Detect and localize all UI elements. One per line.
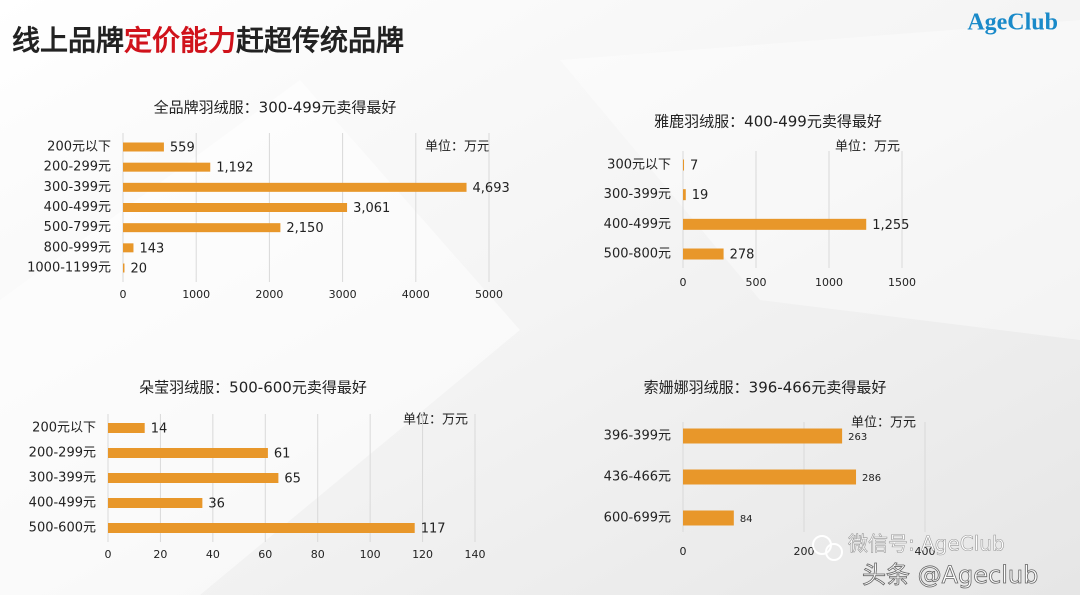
x-tick-label: 0	[105, 548, 112, 561]
logo: AgeClub	[967, 10, 1058, 36]
bar	[683, 510, 734, 526]
toutiao-watermark: 头条 @Ageclub	[862, 561, 1038, 589]
y-tick-label: 500-800元	[604, 247, 671, 262]
bar	[683, 189, 686, 201]
unit-label: 单位：万元	[425, 140, 490, 155]
x-tick-label: 2000	[255, 288, 283, 301]
x-tick-label: 20	[153, 548, 167, 561]
wechat-watermark: 微信号: AgeClub	[848, 532, 1005, 556]
bar	[123, 162, 211, 172]
data-label: 36	[208, 497, 225, 512]
x-tick-label: 4000	[402, 288, 430, 301]
bar	[123, 243, 134, 253]
y-tick-label: 500-600元	[29, 521, 96, 536]
bar	[123, 223, 281, 233]
bar	[108, 523, 415, 533]
y-tick-label: 500-799元	[44, 220, 111, 235]
y-tick-label: 200-299元	[29, 446, 96, 461]
x-tick-label: 60	[258, 548, 272, 561]
chart-title: 索姗娜羽绒服：396-466元卖得最好	[644, 379, 887, 397]
bar	[108, 498, 203, 508]
data-label: 84	[740, 514, 753, 525]
unit-label: 单位：万元	[851, 416, 916, 431]
x-tick-label: 120	[412, 548, 433, 561]
slide-title: 线上品牌定价能力赶超传统品牌	[12, 24, 404, 57]
unit-label: 单位：万元	[835, 140, 900, 155]
bar	[108, 473, 279, 483]
y-tick-label: 800-999元	[44, 240, 111, 255]
data-label: 117	[421, 522, 446, 537]
bg-shape	[560, 20, 1080, 340]
bar	[123, 203, 348, 212]
data-label: 14	[151, 422, 168, 437]
x-tick-label: 0	[680, 276, 687, 289]
bar	[123, 182, 467, 192]
chart-title: 雅鹿羽绒服：400-499元卖得最好	[654, 113, 882, 131]
chart-title: 朵莹羽绒服：500-600元卖得最好	[139, 379, 367, 397]
y-tick-label: 396-399元	[604, 429, 671, 444]
data-label: 3,061	[353, 201, 390, 216]
title-highlight: 定价能力	[124, 24, 236, 57]
data-label: 61	[274, 447, 291, 462]
wechat-icon	[825, 543, 843, 561]
watermark: 微信号: AgeClub 头条 @Ageclub	[812, 531, 1039, 589]
x-tick-label: 0	[120, 288, 127, 301]
y-tick-label: 200元以下	[47, 140, 111, 155]
y-tick-label: 300-399元	[44, 180, 111, 195]
data-label: 19	[692, 188, 709, 203]
bar	[683, 218, 867, 230]
x-tick-label: 200	[794, 545, 815, 558]
x-tick-label: 3000	[329, 288, 357, 301]
y-tick-label: 300-399元	[29, 471, 96, 486]
x-tick-label: 80	[311, 548, 325, 561]
x-tick-label: 1000	[182, 288, 210, 301]
x-tick-label: 400	[915, 545, 936, 558]
bar	[683, 469, 857, 485]
y-tick-label: 400-499元	[29, 496, 96, 511]
title-part: 线上品牌	[12, 24, 124, 57]
data-label: 278	[730, 248, 755, 263]
bar	[683, 159, 685, 171]
x-tick-label: 5000	[475, 288, 503, 301]
bar	[123, 263, 125, 273]
data-label: 7	[690, 159, 698, 174]
data-label: 20	[130, 262, 147, 277]
y-tick-label: 400-499元	[44, 200, 111, 215]
data-label: 1,255	[872, 218, 909, 233]
x-tick-label: 1500	[888, 276, 916, 289]
bar	[108, 423, 145, 433]
y-tick-label: 200元以下	[32, 421, 96, 436]
data-label: 263	[848, 432, 867, 443]
data-label: 559	[170, 141, 195, 156]
data-label: 286	[862, 473, 881, 484]
y-tick-label: 400-499元	[604, 217, 671, 232]
x-tick-label: 1000	[815, 276, 843, 289]
y-tick-label: 1000-1199元	[27, 261, 111, 276]
title-part: 赶超传统品牌	[236, 24, 404, 57]
bar	[683, 428, 843, 444]
data-label: 2,150	[286, 221, 323, 236]
data-label: 4,693	[473, 181, 510, 196]
y-tick-label: 300元以下	[607, 158, 671, 173]
x-tick-label: 140	[465, 548, 486, 561]
data-label: 143	[139, 241, 164, 256]
chart-title: 全品牌羽绒服：300-499元卖得最好	[154, 99, 397, 117]
y-tick-label: 600-699元	[604, 511, 671, 526]
x-tick-label: 0	[680, 545, 687, 558]
x-tick-label: 40	[206, 548, 220, 561]
bar	[683, 248, 724, 260]
y-tick-label: 300-399元	[604, 187, 671, 202]
bar	[108, 448, 268, 458]
data-label: 65	[284, 472, 301, 487]
x-tick-label: 500	[746, 276, 767, 289]
x-tick-label: 100	[360, 548, 381, 561]
bar	[123, 142, 164, 152]
y-tick-label: 436-466元	[604, 470, 671, 485]
unit-label: 单位：万元	[403, 413, 468, 428]
y-tick-label: 200-299元	[44, 160, 111, 175]
data-label: 1,192	[216, 161, 253, 176]
